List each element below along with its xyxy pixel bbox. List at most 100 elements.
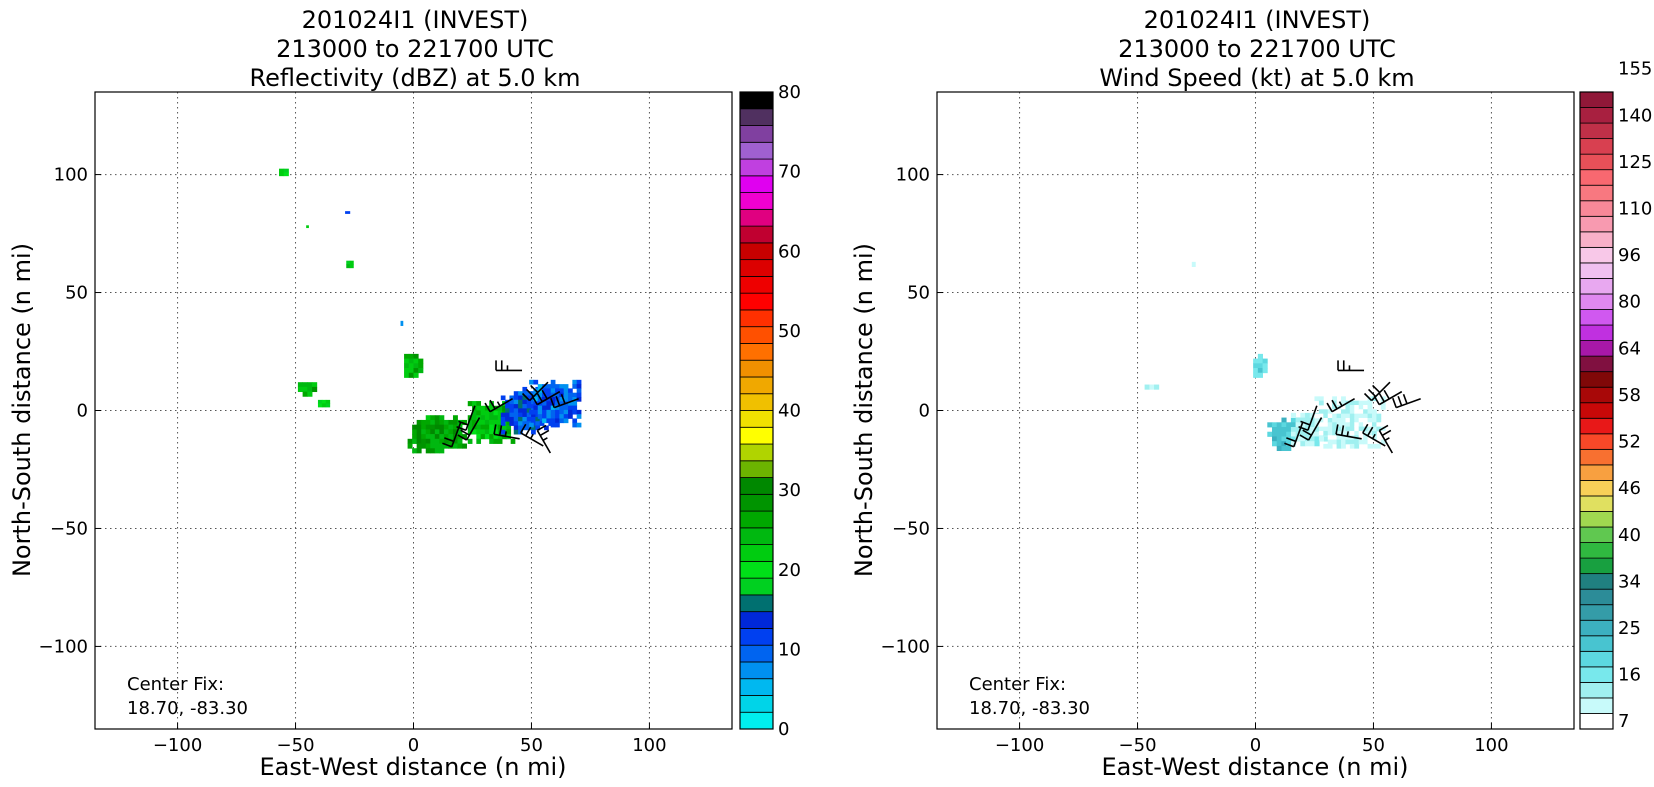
echo-pixel: [457, 438, 463, 444]
x-tick-label: 0: [1250, 735, 1261, 756]
echo-pixel: [413, 363, 419, 369]
echo-pixel: [421, 429, 427, 435]
echo-pixel: [421, 443, 427, 449]
echo-pixel: [555, 409, 560, 415]
echo-pixel: [522, 408, 528, 414]
echo-pixel: [346, 260, 351, 265]
colorbar-segment: [739, 477, 774, 495]
echo-pixel: [476, 410, 482, 416]
colorbar-tick-label: 7: [1618, 711, 1629, 732]
echo-pixel: [1341, 404, 1346, 410]
echo-pixel: [568, 388, 573, 394]
echo-pixel: [522, 391, 528, 396]
echo-pixel: [462, 443, 467, 449]
echo-pixel: [1332, 430, 1337, 436]
echo-pixel: [1327, 409, 1333, 415]
colorbar-frame: [1579, 91, 1614, 730]
echo-pixel: [572, 379, 578, 385]
echo-pixel: [443, 429, 449, 435]
echo-pixel: [408, 368, 414, 374]
echo-pixel: [510, 438, 516, 444]
echo-pixel: [513, 391, 519, 396]
echo-pixel: [1323, 426, 1329, 432]
echo-pixel: [568, 409, 573, 415]
echo-pixel: [484, 419, 490, 426]
echo-pixel: [563, 388, 569, 394]
echo-pixel: [1323, 430, 1329, 436]
echo-pixel: [550, 405, 556, 411]
echo-pixel: [544, 425, 549, 431]
echo-pixel: [443, 434, 449, 440]
echo-pixel: [1341, 409, 1346, 415]
echo-pixel: [513, 429, 519, 435]
echo-pixel: [1262, 363, 1268, 369]
colorbar-segment: [1579, 153, 1614, 171]
echo-pixel: [345, 211, 351, 214]
colorbar-segment: [739, 426, 774, 445]
x-tick-label: −100: [995, 735, 1044, 756]
wind-barb: [442, 422, 462, 448]
echo-pixel: [1286, 441, 1292, 447]
echo-pixel: [480, 434, 486, 440]
echo-pixel: [408, 353, 414, 359]
echo-pixel: [500, 416, 506, 422]
echo-pixel: [1295, 422, 1301, 428]
colorbar-segment: [1579, 650, 1614, 668]
echo-pixel: [1380, 404, 1386, 410]
echo-pixel: [480, 410, 486, 416]
y-tick-label: −50: [892, 518, 930, 539]
echo-pixel: [1267, 431, 1273, 437]
echo-pixel: [1363, 400, 1368, 406]
echo-pixel: [1367, 443, 1373, 449]
colorbar-tick-label: 110: [1618, 199, 1652, 220]
echo-pixel: [1281, 445, 1287, 452]
echo-pixel: [476, 419, 482, 426]
echo-pixel: [457, 443, 463, 449]
echo-pixel: [1318, 430, 1324, 436]
echo-pixel: [283, 168, 289, 173]
echo-pixel: [533, 409, 539, 415]
colorbar-tick-label: 25: [1618, 618, 1641, 639]
panel-title-line-2: 213000 to 221700 UTC: [276, 35, 554, 63]
echo-pixel: [439, 415, 445, 421]
echo-pixel: [546, 405, 552, 411]
colorbar-segment: [1579, 464, 1614, 481]
echo-pixel: [1318, 435, 1324, 440]
colorbar-segment: [1579, 526, 1614, 543]
echo-pixel: [472, 419, 477, 426]
echo-pixel: [1257, 368, 1263, 374]
echo-pixel: [480, 405, 486, 411]
echo-pixel: [531, 412, 536, 418]
echo-pixel: [413, 372, 419, 378]
echo-pixel: [493, 419, 499, 426]
echo-pixel: [312, 386, 318, 393]
echo-pixel: [1354, 439, 1360, 445]
echo-pixel: [526, 391, 532, 396]
echo-pixel: [546, 396, 552, 402]
echo-pixel: [349, 264, 354, 269]
echo-pixel: [421, 438, 427, 444]
echo-pixel: [404, 353, 410, 359]
echo-pixel: [1253, 368, 1259, 374]
echo-pixel: [576, 379, 582, 385]
echo-pixel: [476, 429, 482, 435]
colorbar-segment: [1579, 386, 1614, 404]
echo-pixel: [1154, 384, 1160, 390]
echo-pixel: [559, 409, 565, 415]
echo-pixel: [509, 421, 515, 426]
echo-pixel: [509, 412, 515, 418]
echo-pixel: [563, 418, 569, 424]
echo-pixel: [1341, 422, 1346, 428]
echo-pixel: [529, 379, 534, 385]
x-tick-labels: −100 −50 0 50 100: [995, 723, 1509, 756]
echo-pixel: [297, 386, 304, 393]
echo-pixel: [1332, 422, 1337, 428]
echo-pixel: [546, 414, 552, 419]
echo-pixel: [572, 418, 578, 424]
echo-pixel: [559, 388, 565, 394]
echo-pixel: [1371, 426, 1377, 432]
echo-pixel: [1281, 422, 1287, 428]
colorbar-segment: [1579, 184, 1614, 202]
echo-pixel: [576, 422, 582, 428]
wind-barb: [1373, 389, 1403, 406]
